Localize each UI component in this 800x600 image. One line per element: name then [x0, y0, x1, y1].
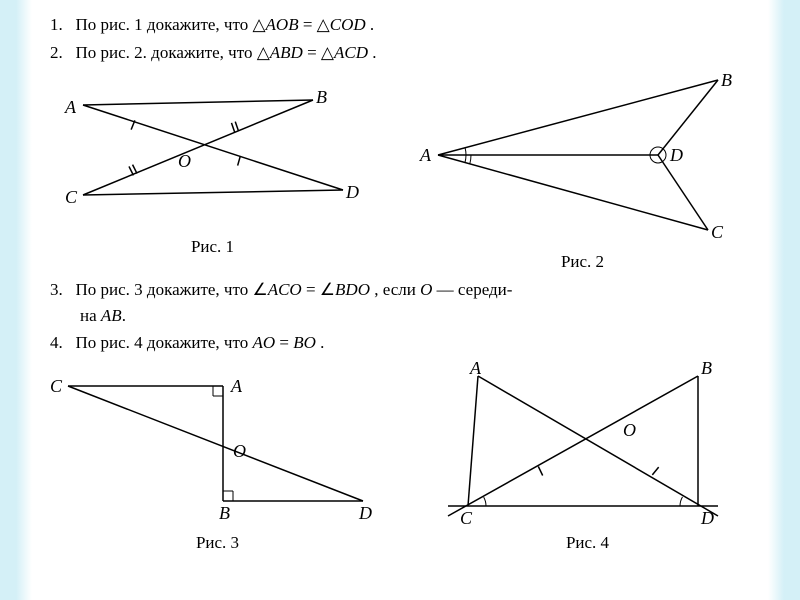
p4-s2: BO: [293, 333, 316, 352]
tri-sym: △: [321, 43, 334, 62]
ang-sym: ∠: [320, 280, 335, 299]
fig1-svg: A B C D O: [53, 70, 373, 230]
problem-2: 2. По рис. 2. докажите, что △ABD = △ACD …: [30, 40, 770, 66]
p1-num: 1.: [50, 15, 63, 34]
fig4-caption: Рис. 4: [418, 533, 758, 553]
p3-eq: =: [302, 280, 320, 299]
svg-text:C: C: [65, 187, 78, 207]
svg-text:D: D: [669, 145, 683, 165]
p2-t2: ACD: [334, 43, 368, 62]
svg-text:O: O: [178, 151, 191, 171]
svg-text:D: D: [700, 508, 714, 526]
p2-num: 2.: [50, 43, 63, 62]
figures-row-2: C A O B D Рис. 3 A B C D O Рис. 4: [30, 361, 770, 553]
p4-end: .: [316, 333, 325, 352]
figures-row-1: A B C D O Рис. 1 A B C D Рис. 2: [30, 70, 770, 272]
page: 1. По рис. 1 докажите, что △AOB = △COD .…: [0, 0, 800, 553]
svg-text:B: B: [721, 70, 732, 90]
p1-end: .: [366, 15, 375, 34]
p1-text: По рис. 1 докажите, что: [76, 15, 253, 34]
svg-text:D: D: [358, 503, 372, 523]
p3-dash: — середи-: [432, 280, 512, 299]
p1-eq: =: [299, 15, 317, 34]
tri-sym: △: [257, 43, 270, 62]
p3-a1: ACO: [268, 280, 302, 299]
p3-cont: на: [80, 306, 101, 325]
p3-AB: AB: [101, 306, 122, 325]
svg-text:B: B: [219, 503, 230, 523]
fig1-caption: Рис. 1: [53, 237, 373, 257]
p2-eq: =: [303, 43, 321, 62]
p3-a2: BDO: [335, 280, 370, 299]
p4-text: По рис. 4 докажите, что: [76, 333, 253, 352]
svg-text:B: B: [701, 361, 712, 378]
fig4-box: A B C D O Рис. 4: [418, 361, 758, 553]
svg-text:A: A: [419, 145, 432, 165]
p2-end: .: [368, 43, 377, 62]
p4-eq: =: [275, 333, 293, 352]
p2-text: По рис. 2. докажите, что: [76, 43, 257, 62]
p1-t2: COD: [330, 15, 366, 34]
fig1-box: A B C D O Рис. 1: [53, 70, 373, 272]
p2-t1: ABD: [270, 43, 303, 62]
p3-dot: .: [122, 306, 126, 325]
fig3-svg: C A O B D: [43, 361, 393, 526]
svg-text:A: A: [469, 361, 482, 378]
ang-sym: ∠: [252, 280, 267, 299]
fig4-svg: A B C D O: [418, 361, 758, 526]
fig3-caption: Рис. 3: [43, 533, 393, 553]
p3-num: 3.: [50, 280, 63, 299]
problem-3: 3. По рис. 3 докажите, что ∠ACO = ∠BDO ,…: [30, 277, 770, 328]
fig3-box: C A O B D Рис. 3: [43, 361, 393, 553]
p3-mid: , если: [370, 280, 420, 299]
svg-text:C: C: [50, 376, 63, 396]
tri-sym: △: [317, 15, 330, 34]
tri-sym: △: [252, 15, 265, 34]
fig2-box: A B C D Рис. 2: [418, 70, 748, 272]
p3-text: По рис. 3 докажите, что: [76, 280, 253, 299]
svg-text:A: A: [64, 97, 77, 117]
svg-text:D: D: [345, 182, 359, 202]
p4-num: 4.: [50, 333, 63, 352]
problem-4: 4. По рис. 4 докажите, что AO = BO .: [30, 330, 770, 356]
p3-O: O: [420, 280, 432, 299]
p1-t1: AOB: [266, 15, 299, 34]
svg-text:C: C: [460, 508, 473, 526]
svg-text:A: A: [230, 376, 243, 396]
p4-s1: AO: [252, 333, 275, 352]
problem-1: 1. По рис. 1 докажите, что △AOB = △COD .: [30, 12, 770, 38]
fig2-svg: A B C D: [418, 70, 748, 245]
svg-text:O: O: [233, 441, 246, 461]
svg-text:B: B: [316, 87, 327, 107]
fig2-caption: Рис. 2: [418, 252, 748, 272]
svg-text:O: O: [623, 420, 636, 440]
svg-text:C: C: [711, 222, 724, 242]
